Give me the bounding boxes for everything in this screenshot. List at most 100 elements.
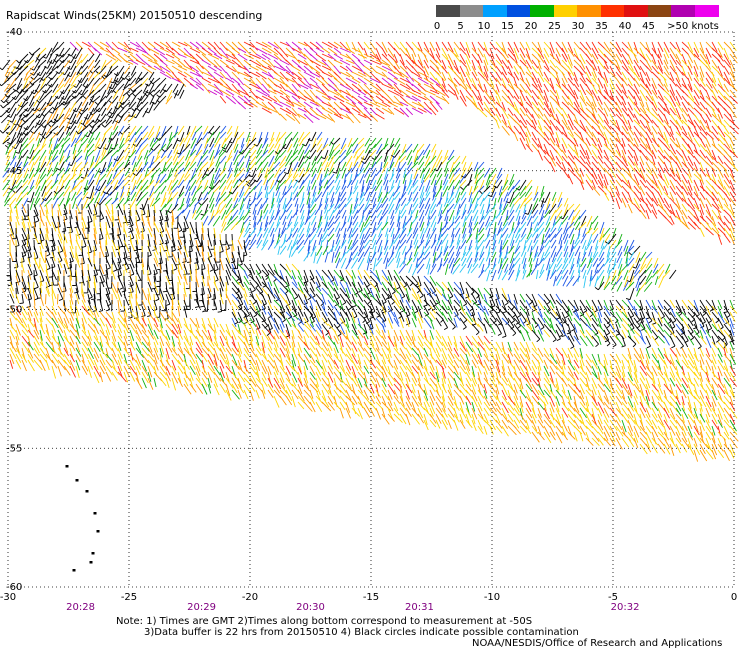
wind-barb [333, 53, 344, 60]
wind-barb [312, 221, 317, 231]
wind-barb [141, 215, 145, 226]
wind-barb [357, 89, 367, 96]
wind-barb [324, 191, 329, 204]
wind-barb [525, 65, 532, 75]
wind-barb [460, 239, 467, 250]
wind-barb [237, 293, 244, 305]
wind-barb [387, 197, 395, 210]
wind-barb [405, 281, 411, 291]
wind-barb [98, 101, 107, 113]
wind-barb [15, 179, 23, 189]
wind-barb [361, 179, 365, 192]
wind-barb [267, 71, 275, 80]
wind-barb [51, 257, 56, 267]
wind-barb [615, 53, 623, 64]
wind-barb [351, 281, 359, 294]
wind-barb [296, 239, 305, 250]
wind-barb [261, 65, 272, 71]
wind-barb [70, 65, 77, 77]
wind-barb [369, 293, 377, 302]
wind-barb [99, 89, 107, 102]
wind-barb [477, 89, 483, 102]
wind-barb [334, 173, 341, 184]
wind-barb [561, 215, 569, 225]
wind-barb [669, 269, 677, 280]
wind-barb [51, 77, 59, 88]
wind-barb [723, 137, 731, 149]
wind-barb [486, 227, 491, 238]
wind-barb [148, 143, 155, 153]
wind-barb [452, 257, 461, 268]
wind-barb [365, 173, 371, 184]
wind-barb [345, 83, 354, 91]
wind-barb [396, 286, 401, 290]
wind-barb [663, 65, 670, 76]
wind-barb [164, 155, 173, 166]
wind-barb [365, 179, 371, 192]
wind-barb [540, 185, 545, 196]
wind-barb [351, 71, 364, 78]
wind-barb [369, 185, 377, 196]
wind-barb [351, 65, 363, 72]
wind-barb [123, 41, 132, 51]
wind-barb [183, 251, 187, 262]
wind-barb [297, 53, 307, 60]
wind-barb [183, 77, 195, 87]
wind-barb [555, 203, 563, 213]
wind-barb [471, 89, 479, 101]
wind-barb [489, 95, 496, 105]
wind-barb [107, 155, 113, 168]
wind-barb [246, 161, 251, 173]
wind-barb [363, 287, 371, 300]
wind-barb [270, 197, 275, 209]
legend-swatch [624, 5, 648, 17]
wind-barb [120, 185, 125, 198]
wind-barb [579, 149, 586, 159]
wind-barb [291, 47, 302, 54]
wind-barb [591, 179, 596, 189]
wind-barb [681, 209, 688, 220]
wind-barb [226, 143, 233, 153]
wind-barb [76, 53, 83, 65]
wind-barb [172, 149, 179, 161]
wind-barb [717, 215, 726, 226]
wind-barb [183, 269, 187, 281]
wind-barb [555, 143, 563, 153]
wind-barb [105, 53, 117, 61]
wind-barb [477, 233, 485, 243]
wind-barb [181, 203, 191, 214]
wind-barb [627, 119, 632, 130]
wind-barb [615, 47, 623, 58]
wind-barb [207, 71, 216, 79]
wind-barb [411, 203, 419, 214]
wind-barb [699, 203, 705, 215]
wind-barb [495, 209, 503, 219]
wind-barb [46, 113, 53, 124]
wind-barb [669, 71, 675, 81]
wind-barb [608, 233, 617, 245]
wind-barb [185, 155, 191, 167]
wind-barb [557, 221, 563, 231]
wind-barb [495, 287, 500, 299]
wind-barb [495, 89, 502, 102]
wind-barb [394, 227, 401, 239]
wind-barb [406, 161, 413, 171]
wind-barb [30, 91, 35, 95]
wind-barb [699, 197, 706, 209]
wind-barb [231, 83, 241, 94]
wind-barb [645, 143, 654, 155]
wind-barb [184, 167, 191, 178]
wind-barb [129, 149, 137, 158]
wind-barb [105, 293, 112, 305]
wind-barb [549, 89, 557, 98]
wind-barb [472, 203, 479, 214]
wind-barb [291, 95, 300, 103]
wind-barb [69, 41, 79, 51]
wind-barb [225, 251, 231, 264]
wind-barb [99, 227, 104, 239]
wind-barb [340, 221, 347, 232]
wind-barb [591, 59, 598, 71]
wind-barb [213, 83, 223, 94]
wind-barb [581, 263, 587, 273]
wind-barb [159, 230, 164, 234]
